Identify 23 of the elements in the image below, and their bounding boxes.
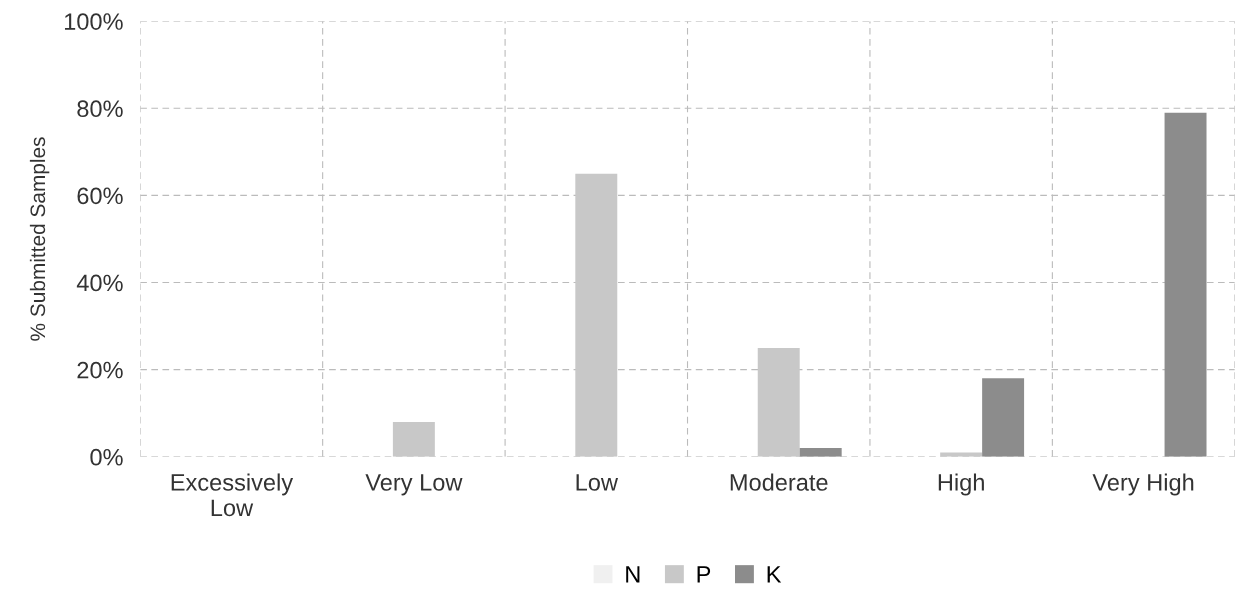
bar xyxy=(1164,112,1207,457)
y-tick-label: 100% xyxy=(64,13,123,30)
x-tick-label: Very High xyxy=(1092,473,1194,496)
y-tick-label: 80% xyxy=(77,100,123,118)
y-tick-label: 20% xyxy=(77,361,123,379)
y-tick-label: 60% xyxy=(77,187,123,205)
y-axis-title: % Submitted Samples xyxy=(29,137,50,341)
x-tick-label: Excessively Low xyxy=(171,473,294,517)
bar xyxy=(940,452,983,457)
legend-label: K xyxy=(767,566,782,583)
bar xyxy=(575,173,618,457)
bar xyxy=(392,421,435,457)
x-tick-label: Very Low xyxy=(365,474,463,496)
x-tick-label: High xyxy=(938,473,984,496)
y-tick-label: 0% xyxy=(90,448,123,466)
bar xyxy=(982,378,1025,457)
bar xyxy=(757,347,800,457)
x-tick-label: Low xyxy=(576,474,619,491)
y-tick-label: 40% xyxy=(76,274,123,292)
bar xyxy=(799,448,842,457)
legend-label: P xyxy=(697,566,711,583)
x-tick-label: Moderate xyxy=(730,473,828,491)
legend-label: N xyxy=(626,566,640,583)
